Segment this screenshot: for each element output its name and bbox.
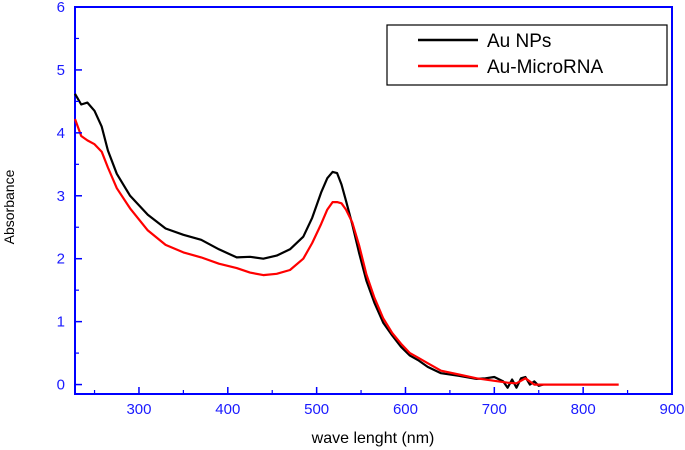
x-tick-label: 900 xyxy=(659,401,684,418)
y-tick-label: 0 xyxy=(57,377,65,394)
ticks-layer: 300 400 500 600 700 800 900 0 1 2 3 4 5 6 xyxy=(57,0,685,418)
x-tick-label: 600 xyxy=(393,401,418,418)
y-tick-label: 4 xyxy=(57,125,65,142)
x-tick-label: 700 xyxy=(482,401,507,418)
plot-frame xyxy=(74,6,673,395)
legend-label-au-microrna: Au-MicroRNA xyxy=(487,57,603,78)
x-tick-label: 500 xyxy=(304,401,329,418)
x-axis-label: wave lenght (nm) xyxy=(311,430,435,447)
series-line-au-nps xyxy=(74,93,544,389)
legend-label-au-nps: Au NPs xyxy=(487,31,551,52)
y-tick-label: 2 xyxy=(57,251,65,268)
legend: Au NPs Au-MicroRNA xyxy=(386,24,668,86)
plot-border xyxy=(74,6,673,395)
series-line-au-microrna xyxy=(73,118,619,386)
y-tick-label: 3 xyxy=(57,188,65,205)
x-tick-label: 800 xyxy=(571,401,596,418)
y-axis-label: Absorbance xyxy=(1,169,17,244)
legend-box xyxy=(386,24,668,86)
x-tick-label: 300 xyxy=(126,401,151,418)
y-tick-label: 5 xyxy=(57,62,65,79)
series-layer xyxy=(73,93,619,389)
x-tick-label: 400 xyxy=(215,401,240,418)
y-tick-label: 1 xyxy=(57,314,65,331)
y-tick-label: 6 xyxy=(57,0,65,16)
